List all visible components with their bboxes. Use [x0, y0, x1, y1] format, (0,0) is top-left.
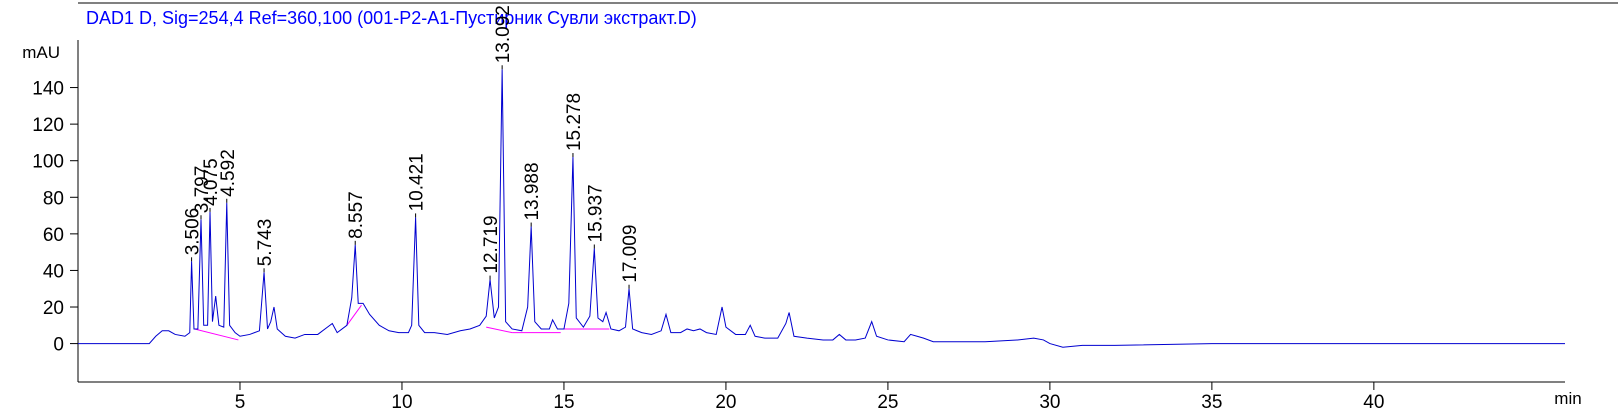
- x-tick-label: 40: [1363, 392, 1384, 413]
- x-tick-label: 30: [1039, 392, 1060, 413]
- y-tick-label: 60: [43, 225, 64, 246]
- peak-label: 5.743: [255, 219, 276, 267]
- peak-label: 13.988: [522, 162, 543, 220]
- y-tick-label: 80: [43, 188, 64, 209]
- x-tick-label: 10: [391, 392, 412, 413]
- x-tick-label: 15: [553, 392, 574, 413]
- integration-baseline: [486, 326, 513, 334]
- peak-label: 3.797: [192, 166, 213, 214]
- y-tick-label: 100: [32, 152, 64, 173]
- integration-baseline: [194, 328, 239, 341]
- x-tick-label: 5: [235, 392, 246, 413]
- peak-label: 4.075: [201, 158, 222, 206]
- signal-trace: [78, 69, 1565, 348]
- x-axis-label: min: [1554, 389, 1581, 408]
- peak-label: 8.557: [346, 191, 367, 239]
- peak-label: 17.009: [620, 225, 641, 283]
- y-axis-label: mAU: [22, 43, 60, 62]
- peak-label: 15.937: [585, 184, 606, 242]
- peak-label: 13.092: [493, 5, 514, 63]
- y-tick-label: 120: [32, 115, 64, 136]
- peak-label: 10.421: [407, 153, 428, 211]
- peak-label: 4.592: [218, 149, 239, 197]
- peak-label: 3.506: [183, 208, 204, 256]
- chart-title: DAD1 D, Sig=254,4 Ref=360,100 (001-P2-A1…: [86, 8, 697, 28]
- peak-label: 12.719: [481, 215, 502, 273]
- y-tick-label: 0: [53, 335, 64, 356]
- x-tick-label: 35: [1201, 392, 1222, 413]
- peak-label: 15.278: [564, 93, 585, 151]
- integration-baseline: [346, 304, 362, 326]
- x-tick-label: 25: [877, 392, 898, 413]
- y-tick-label: 140: [32, 79, 64, 100]
- y-tick-label: 20: [43, 298, 64, 319]
- y-tick-label: 40: [43, 261, 64, 282]
- x-tick-label: 20: [715, 392, 736, 413]
